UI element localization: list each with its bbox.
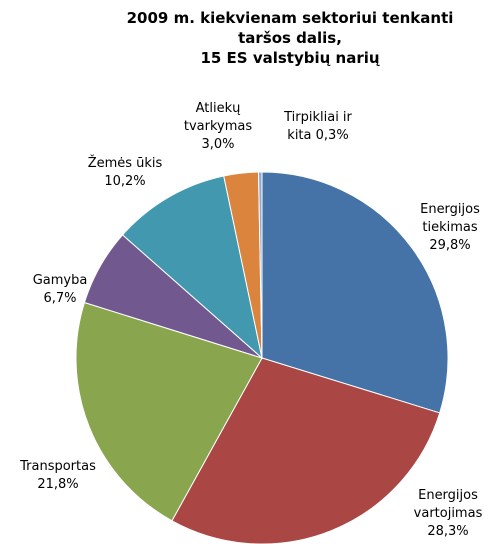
category-label: Žemės ūkis xyxy=(87,156,163,171)
pie-slice xyxy=(257,171,263,359)
title-line: 15 ES valstybių narių xyxy=(200,49,380,67)
value-label: 3,0% xyxy=(201,137,235,152)
pie-slice xyxy=(75,301,263,522)
slice-label: Tirpikliai ir kita 0,3% xyxy=(271,109,366,145)
value-label: 29,8% xyxy=(429,238,471,253)
pie-slice xyxy=(261,171,449,414)
category-label: Tirpikliai ir kita xyxy=(284,110,352,143)
slice-label: Energijos vartojimas 28,3% xyxy=(403,487,493,541)
value-label: 0,3% xyxy=(315,128,349,143)
slice-label: Transportas 21,8% xyxy=(8,458,108,494)
title-line: taršos dalis, xyxy=(238,29,342,47)
category-label: Energijos vartojimas xyxy=(413,488,483,521)
value-label: 6,7% xyxy=(43,291,77,306)
slice-label: Atliekų tvarkymas 3,0% xyxy=(178,100,258,154)
chart-title: 2009 m. kiekvienam sektoriui tenkanti ta… xyxy=(90,8,490,68)
value-label: 21,8% xyxy=(37,477,79,492)
category-label: Transportas xyxy=(20,459,96,474)
slice-label: Gamyba 6,7% xyxy=(20,272,100,308)
category-label: Energijos tiekimas xyxy=(420,202,480,235)
slice-label: Žemės ūkis 10,2% xyxy=(80,155,170,191)
value-label: 10,2% xyxy=(104,174,146,189)
title-line: 2009 m. kiekvienam sektoriui tenkanti xyxy=(126,9,454,27)
slice-label: Energijos tiekimas 29,8% xyxy=(410,201,490,255)
pie-slice xyxy=(171,357,441,544)
value-label: 28,3% xyxy=(427,524,469,539)
category-label: Atliekų tvarkymas xyxy=(183,101,253,134)
category-label: Gamyba xyxy=(32,273,88,288)
pie-slice xyxy=(121,175,263,360)
